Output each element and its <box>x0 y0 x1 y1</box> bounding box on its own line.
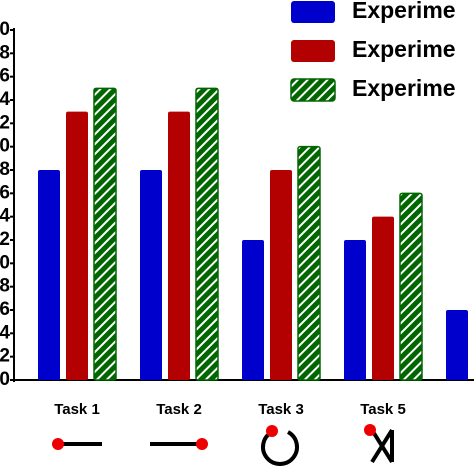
y-tick-label: 28 <box>0 42 10 63</box>
legend-swatch <box>291 1 335 23</box>
legend-label: Experime <box>352 0 456 23</box>
legend-swatch <box>290 78 336 102</box>
bar <box>168 111 190 381</box>
y-tick-label: 18 <box>0 159 10 180</box>
task-icons <box>52 424 394 466</box>
bar <box>399 192 423 381</box>
x-tick-label: Task 3 <box>258 401 304 418</box>
bar <box>38 170 60 380</box>
y-tick-label: 20 <box>0 136 10 157</box>
x-tick-label: Task 5 <box>360 401 406 418</box>
y-tick-label: 26 <box>0 66 10 87</box>
bar <box>140 170 162 380</box>
bar <box>446 310 468 380</box>
bar <box>372 216 394 380</box>
x-tick-label: Task 2 <box>156 401 202 418</box>
bar <box>270 170 292 380</box>
y-tick-label: 22 <box>0 112 10 133</box>
y-tick-label: 0 <box>0 369 10 390</box>
y-tick-label: 30 <box>0 19 10 40</box>
legend-swatch <box>291 40 335 62</box>
y-tick-label: 2 <box>0 346 10 367</box>
bar <box>195 87 219 381</box>
y-tick-label: 14 <box>0 206 10 227</box>
bar <box>66 111 88 381</box>
legend-label: Experime <box>352 75 456 101</box>
y-tick-label: 8 <box>0 276 10 297</box>
bar <box>93 87 117 381</box>
y-tick-label: 24 <box>0 89 10 110</box>
legend-label: Experime <box>352 36 456 62</box>
y-tick-label: 12 <box>0 229 10 250</box>
bar <box>344 240 366 380</box>
y-tick-label: 6 <box>0 299 10 320</box>
y-tick-label: 10 <box>0 252 10 273</box>
y-tick-label: 16 <box>0 182 10 203</box>
bar <box>297 145 321 381</box>
bar <box>242 240 264 380</box>
x-tick-label: Task 1 <box>54 401 100 418</box>
y-tick-label: 4 <box>0 322 10 343</box>
